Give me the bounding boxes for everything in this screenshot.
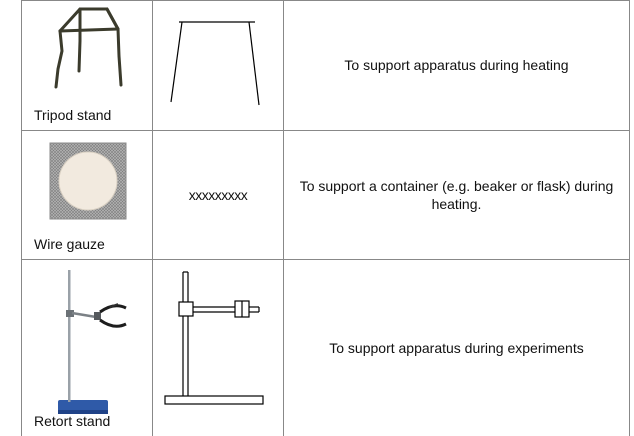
tripod-stand-symbol-icon (170, 21, 260, 106)
tripod-stand-photo-cell: Tripod stand (21, 0, 153, 131)
tripod-stand-symbol-cell (152, 0, 284, 131)
wire-gauze-photo-cell: Wire gauze (21, 130, 153, 260)
retort-stand-symbol-cell (152, 259, 284, 436)
wire-gauze-photo-icon (49, 142, 127, 220)
retort-stand-label: Retort stand (34, 413, 111, 429)
table-row: Tripod stand To support apparatus during… (21, 0, 630, 131)
tripod-stand-use: To support apparatus during heating (283, 0, 630, 131)
retort-stand-photo-cell: Retort stand (21, 259, 153, 436)
wire-gauze-label: Wire gauze (34, 236, 105, 252)
apparatus-table: Tripod stand To support apparatus during… (21, 0, 630, 436)
retort-stand-photo-icon (58, 270, 127, 414)
table-row: Retort stand To s (21, 259, 630, 436)
wire-gauze-symbol-cell: xxxxxxxxx (152, 130, 284, 260)
wire-gauze-use: To support a container (e.g. beaker or f… (283, 130, 630, 260)
retort-stand-symbol-icon (164, 271, 264, 405)
retort-stand-use: To support apparatus during experiments (283, 259, 630, 436)
table-row: Wire gauze xxxxxxxxx To support a contai… (21, 130, 630, 260)
tripod-stand-photo-icon (54, 7, 123, 89)
tripod-stand-label: Tripod stand (34, 107, 112, 123)
wire-gauze-symbol: xxxxxxxxx (188, 187, 248, 203)
